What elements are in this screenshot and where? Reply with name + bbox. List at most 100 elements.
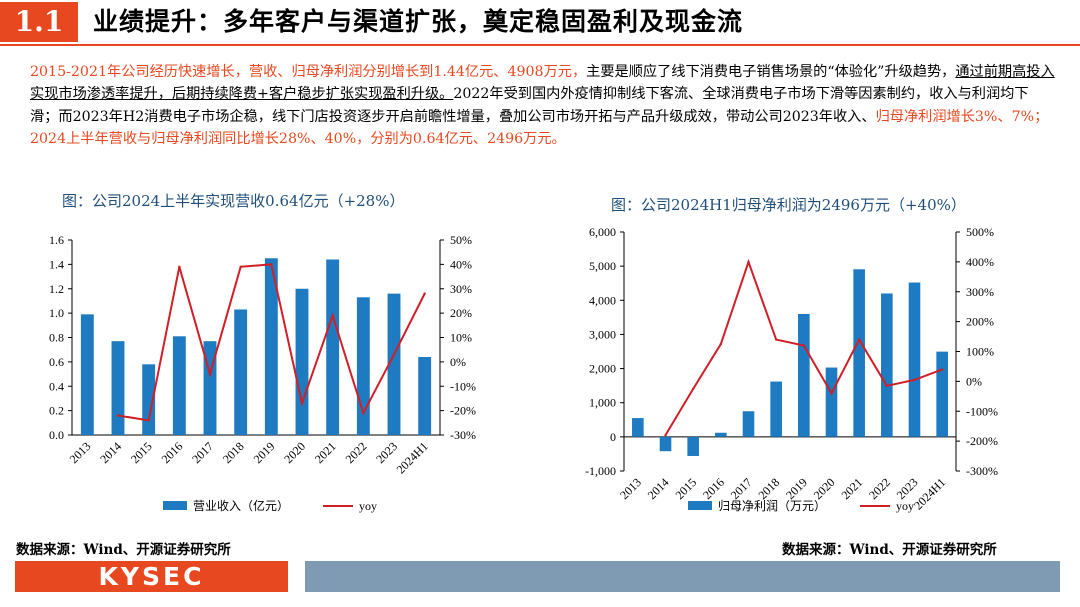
chart-caption-revenue: 图：公司2024上半年实现营收0.64亿元（+28%） (62, 192, 405, 210)
y-tick-label: 4,000 (589, 293, 616, 307)
legend-line-label: yoy (896, 499, 914, 513)
y-tick-label: 0.4 (49, 379, 64, 393)
y-tick-label: 0 (610, 430, 616, 444)
x-tick-label: 2020 (281, 439, 308, 466)
y2-tick-label: -300% (966, 464, 998, 478)
x-tick-label: 2015 (672, 475, 699, 502)
y-tick-label: 1.0 (49, 306, 64, 320)
page-title: 业绩提升：多年客户与渠道扩张，奠定稳固盈利及现金流 (93, 7, 744, 36)
y-tick-label: 0.0 (49, 428, 64, 442)
section-number: 1.1 (0, 2, 78, 42)
yoy-point (747, 260, 750, 264)
bar (881, 293, 893, 437)
yoy-point (239, 265, 242, 269)
x-tick-label: 2024H1 (911, 475, 948, 512)
yoy-point (116, 414, 120, 417)
y2-tick-label: -200% (966, 434, 998, 448)
x-tick-label: 2014 (645, 475, 672, 502)
y2-tick-label: -100% (966, 404, 998, 418)
yoy-point (830, 392, 833, 395)
yoy-point (913, 378, 916, 382)
legend-bar-label: 营业收入（亿元） (193, 498, 289, 513)
y-tick-label: 0.6 (49, 355, 64, 369)
bar (172, 336, 186, 435)
x-tick-label: 2015 (128, 439, 155, 466)
y-tick-label: 1,000 (589, 396, 616, 410)
summary-segment: 2015-2021年公司经历快速增长，营收、归母净利润分别增长到1.44亿元、4… (30, 64, 587, 80)
yoy-point (719, 342, 723, 346)
x-tick-label: 2018 (220, 439, 247, 466)
yoy-point (423, 292, 426, 295)
bar (142, 364, 156, 435)
bar (853, 269, 865, 437)
y-tick-label: 5,000 (589, 259, 616, 273)
yoy-point (300, 402, 304, 405)
summary-segment: 归母净利润增长3%、7%；2024上半年营收与归母净利润同比增长28%、40%，… (30, 108, 1049, 148)
bar (80, 314, 94, 435)
kysec-logo: KYSEC (15, 561, 288, 592)
y2-tick-label: 400% (966, 255, 994, 269)
y2-tick-label: 50% (450, 233, 472, 247)
yoy-point (885, 384, 889, 388)
y-tick-label: 2,000 (589, 362, 616, 376)
yoy-point (940, 368, 944, 371)
x-tick-label: 2022 (866, 475, 893, 502)
data-source-left: 数据来源：Wind、开源证券研究所 (16, 542, 231, 558)
summary-segment: 通过前期高投入实现市场渗透率提升，后期持续降费+客户稳步扩张实现盈利升级。 (30, 64, 1055, 103)
bar (632, 418, 644, 437)
y2-tick-label: -30% (450, 428, 476, 442)
bar (264, 258, 278, 435)
x-tick-label: 2021 (838, 475, 865, 502)
y-tick-label: 3,000 (589, 327, 616, 341)
yoy-point (857, 338, 861, 341)
yoy-point (331, 314, 334, 317)
bar (111, 341, 125, 435)
y2-tick-label: -10% (450, 379, 476, 393)
yoy-point (691, 387, 695, 391)
yoy-point (270, 263, 273, 266)
x-tick-label: 2013 (67, 439, 94, 466)
yoy-point (664, 433, 667, 437)
y2-tick-label: -20% (450, 404, 476, 418)
bar (798, 313, 810, 437)
y-tick-label: -1,000 (585, 464, 616, 478)
x-tick-label: 2014 (97, 439, 124, 466)
y-tick-label: 1.4 (49, 257, 64, 271)
bar (295, 288, 309, 435)
yoy-point (774, 338, 778, 341)
x-tick-label: 2016 (159, 439, 186, 466)
x-tick-label: 2019 (251, 439, 278, 466)
legend-bar-swatch (163, 501, 187, 510)
y2-tick-label: 40% (450, 257, 472, 271)
bar (825, 367, 838, 437)
bar (715, 432, 727, 437)
y-tick-label: 0.8 (49, 331, 64, 345)
y2-tick-label: 300% (966, 285, 994, 299)
y2-tick-label: 0% (966, 374, 982, 388)
x-tick-label: 2013 (617, 475, 644, 502)
bar (687, 436, 699, 456)
yoy-point (178, 265, 181, 269)
x-tick-label: 2024H1 (394, 439, 431, 476)
legend-bar-swatch (688, 501, 712, 510)
yoy-point (802, 344, 806, 347)
summary-paragraph: 2015-2021年公司经历快速增长，营收、归母净利润分别增长到1.44亿元、4… (30, 61, 1055, 151)
bar (418, 357, 432, 435)
y2-tick-label: 30% (450, 282, 472, 296)
x-tick-label: 2022 (343, 439, 370, 466)
x-tick-label: 2023 (373, 439, 400, 466)
y-tick-label: 0.2 (49, 404, 64, 418)
chart-caption-profit: 图：公司2024H1归母净利润为2496万元（+40%） (611, 196, 966, 214)
y2-tick-label: 0% (450, 355, 466, 369)
header-divider (0, 44, 1080, 46)
y-tick-label: 1.6 (49, 233, 64, 247)
bar (326, 259, 340, 435)
y2-tick-label: 500% (966, 225, 994, 239)
y2-tick-label: 10% (450, 331, 472, 345)
net-profit-chart: -1,000 0 1,000 2,000 3,000 4,000 5,000 6,000 -30… (585, 225, 998, 513)
bar (908, 282, 921, 437)
y-tick-label: 6,000 (589, 225, 616, 239)
bar (742, 411, 755, 437)
yoy-point (392, 353, 396, 356)
bar (936, 351, 948, 437)
